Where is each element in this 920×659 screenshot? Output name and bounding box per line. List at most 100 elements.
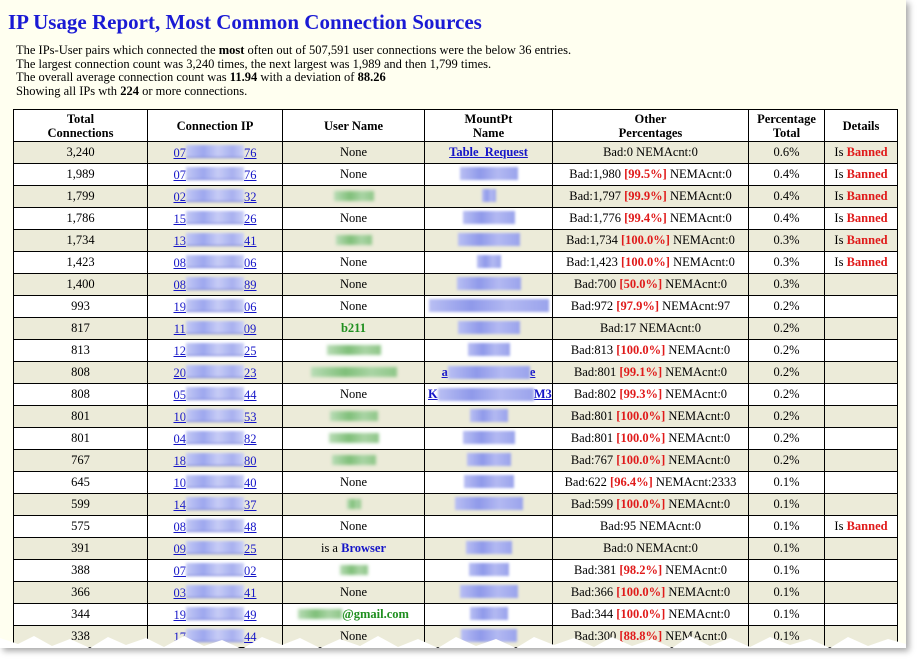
connection-count: 817 [13, 317, 148, 340]
table-row: 599 14 37 Bad:599 [100.0%] NEMAcnt:0 0.1% [13, 493, 898, 516]
connection-count: 1,734 [13, 229, 148, 252]
redacted-mountpt[interactable] [465, 541, 512, 554]
torn-edge [0, 636, 906, 648]
redacted-mountpt[interactable] [428, 299, 549, 312]
connection-ip-link[interactable]: 04 82 [173, 430, 257, 446]
page-title: IP Usage Report, Most Common Connection … [8, 10, 482, 34]
connection-ip-link[interactable]: 08 48 [173, 518, 257, 534]
mountpt-cell [424, 537, 553, 560]
connection-ip-link[interactable]: 07 02 [173, 562, 257, 578]
redacted-mountpt[interactable] [459, 167, 518, 180]
redacted-mountpt[interactable] [460, 629, 517, 642]
mountpt-link[interactable]: K M3 [428, 387, 552, 401]
connection-ip-link[interactable]: 19 06 [173, 298, 257, 314]
redacted-ip [186, 166, 244, 180]
connection-ip-link[interactable]: 18 80 [173, 452, 257, 468]
connection-ip-link[interactable]: 10 40 [173, 474, 257, 490]
table-row: 3,240 07 76 None Table_Request Bad:0 NEMAcnt:… [13, 141, 898, 164]
connection-ip-cell: 11 09 [147, 317, 283, 340]
header-other-percentages: Other Percentages [552, 109, 749, 142]
connection-ip-link[interactable]: 11 09 [173, 320, 257, 336]
table-row: 1,799 02 32 Bad:1,797 [99.9%] NEMAcnt:0 0.4%… [13, 185, 898, 208]
mountpt-cell [424, 163, 553, 186]
percentage-total: 0.1% [748, 603, 825, 626]
mountpt-cell [424, 251, 553, 274]
connection-ip-link[interactable]: 15 26 [173, 210, 257, 226]
redacted-ip [186, 430, 244, 444]
redacted-mountpt[interactable] [466, 453, 511, 466]
connection-ip-link[interactable]: 07 76 [173, 144, 257, 160]
user-name-cell [282, 427, 425, 450]
redacted-mountpt[interactable] [462, 431, 515, 444]
user-name: b211 [340, 321, 366, 335]
details-cell [824, 427, 898, 450]
redacted-mountpt[interactable] [469, 409, 508, 422]
connection-ip-cell: 09 25 [147, 537, 283, 560]
other-percentages-cell: Bad:381 [98.2%] NEMAcnt:0 [552, 559, 749, 582]
redacted-ip [186, 452, 244, 466]
mountpt-link[interactable]: Table_Request [449, 145, 528, 159]
mountpt-cell [424, 449, 553, 472]
connection-ip-link[interactable]: 09 25 [173, 540, 257, 556]
connection-ip-link[interactable]: 03 41 [173, 584, 257, 600]
redacted-user [335, 235, 372, 245]
redacted-mountpt[interactable] [476, 255, 501, 268]
banned-label: Banned [846, 145, 888, 159]
table-row: 1,989 07 76 None Bad:1,980 [99.5%] NEMAcnt:0… [13, 163, 898, 186]
redacted-ip [186, 298, 244, 312]
connection-ip-link[interactable]: 10 53 [173, 408, 257, 424]
other-percentages-cell: Bad:801 [100.0%] NEMAcnt:0 [552, 405, 749, 428]
redacted-ip [186, 562, 244, 576]
connection-ip-link[interactable]: 20 23 [173, 364, 257, 380]
redacted-ip [186, 254, 244, 268]
redacted-mountpt[interactable] [462, 211, 515, 224]
redacted-mountpt[interactable] [469, 607, 508, 620]
connection-ip-link[interactable]: 02 32 [173, 188, 257, 204]
header-total-connections: Total Connections [13, 109, 148, 142]
redacted-mountpt[interactable] [459, 585, 518, 598]
user-name-cell: None [282, 515, 425, 538]
other-percentages-cell: Bad:0 NEMAcnt:0 [552, 141, 749, 164]
connection-ip-link[interactable]: 13 41 [173, 232, 257, 248]
connection-ip-link[interactable]: 07 76 [173, 166, 257, 182]
user-name-cell: None [282, 163, 425, 186]
mountpt-cell [424, 471, 553, 494]
redacted-mountpt[interactable] [456, 277, 521, 290]
redacted-mountpt[interactable] [467, 343, 510, 356]
bad-percentage: [99.5%] [624, 167, 667, 181]
redacted-mountpt[interactable] [481, 189, 496, 202]
redacted-mountpt[interactable] [457, 321, 520, 334]
percentage-total: 0.3% [748, 251, 825, 274]
header-details: Details [824, 109, 898, 142]
user-name-cell: b211 [282, 317, 425, 340]
redacted-user [339, 565, 368, 575]
connection-ip-link[interactable]: 08 89 [173, 276, 257, 292]
connection-ip-link[interactable]: 08 06 [173, 254, 257, 270]
redacted-mountpt[interactable] [468, 563, 509, 576]
redacted-mountpt[interactable] [454, 497, 523, 510]
other-percentages-cell: Bad:767 [100.0%] NEMAcnt:0 [552, 449, 749, 472]
percentage-total: 0.4% [748, 185, 825, 208]
other-percentages-cell: Bad:366 [100.0%] NEMAcnt:0 [552, 581, 749, 604]
redacted-ip [186, 518, 244, 532]
mountpt-cell [424, 207, 553, 230]
connection-ip-cell: 18 80 [147, 449, 283, 472]
connection-ip-link[interactable]: 05 44 [173, 386, 257, 402]
bad-percentage: [100.0%] [616, 585, 666, 599]
mountpt-cell [424, 317, 553, 340]
connection-ip-link[interactable]: 14 37 [173, 496, 257, 512]
redacted-mountpt[interactable] [463, 475, 514, 488]
redacted-ip [186, 606, 244, 620]
connection-count: 3,240 [13, 141, 148, 164]
redacted-user [331, 455, 376, 465]
redacted-mountpt [437, 388, 534, 401]
connection-ip-link[interactable]: 12 25 [173, 342, 257, 358]
details-cell [824, 603, 898, 626]
connection-ip-link[interactable]: 19 49 [173, 606, 257, 622]
redacted-user [328, 433, 379, 443]
other-percentages-cell: Bad:1,734 [100.0%] NEMAcnt:0 [552, 229, 749, 252]
table-row: 808 05 44 None K M3 Bad:802 [99.3%] NEMAcnt:0 0… [13, 383, 898, 406]
redacted-mountpt[interactable] [457, 233, 520, 246]
